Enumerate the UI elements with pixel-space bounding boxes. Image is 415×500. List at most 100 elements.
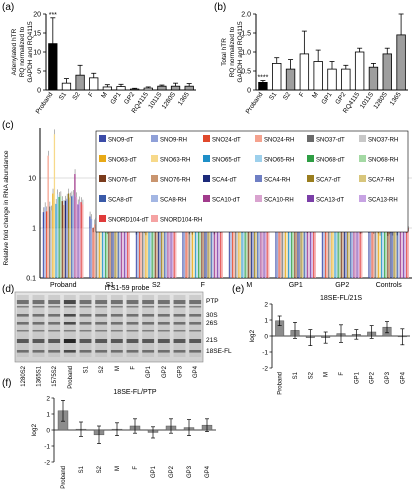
- legend-swatch: [99, 195, 106, 202]
- blot-band: [48, 300, 61, 304]
- bar-base: [401, 228, 403, 278]
- x-tick-label: GP3: [385, 371, 391, 384]
- bar-base: [335, 228, 338, 278]
- lane-smear: [173, 295, 186, 357]
- panel-label-a: (a): [2, 2, 14, 13]
- x-tick-label: Proband: [278, 372, 284, 395]
- blot-band: [126, 322, 139, 325]
- bar-base: [228, 228, 231, 278]
- x-tick-label: S1: [58, 91, 69, 102]
- bar: [56, 194, 59, 228]
- bar-base: [53, 228, 56, 278]
- bar-base: [204, 228, 206, 278]
- blot-band: [48, 350, 61, 353]
- blot-band: [32, 306, 45, 308]
- bar: [55, 203, 57, 228]
- bar: [58, 196, 60, 228]
- y-tick-label: 0.5: [241, 69, 251, 76]
- band-label: 26S: [206, 320, 218, 327]
- chart-a: Adenylated hTR RQ normalized to GAPDH and …: [11, 12, 196, 115]
- bar-base: [257, 228, 259, 278]
- lane-smear: [126, 295, 139, 357]
- bar-base: [242, 228, 245, 278]
- x-tick-label: GP2: [169, 465, 175, 478]
- group-label: GP2: [335, 282, 349, 289]
- legend-label: SCA7-dT: [316, 178, 341, 184]
- blot-band: [110, 350, 123, 353]
- lane-smear: [48, 295, 61, 357]
- blot-band: [95, 314, 108, 317]
- y-tick-label: 1.5: [241, 31, 251, 38]
- bar-base: [385, 228, 387, 278]
- bar-base: [42, 228, 45, 278]
- bar-base: [63, 228, 65, 278]
- blot-band: [157, 314, 170, 317]
- bar: [61, 82, 72, 91]
- bar-base: [159, 228, 161, 278]
- blot-band: [79, 322, 92, 325]
- bar-base: [328, 228, 330, 278]
- bar-base: [220, 228, 222, 278]
- bar-base: [209, 228, 211, 278]
- bar-base: [284, 228, 287, 278]
- bar-base: [66, 228, 68, 278]
- blot-band: [173, 306, 186, 308]
- bar-base: [276, 228, 279, 278]
- bar-base: [89, 228, 91, 278]
- panel-label-e: (e): [232, 284, 244, 295]
- bar-base: [171, 228, 174, 278]
- bar-base: [162, 228, 164, 278]
- bar-base: [56, 228, 59, 278]
- bar-base: [250, 228, 253, 278]
- bar-base: [396, 228, 398, 278]
- bar-base: [340, 228, 342, 278]
- x-tick-label: 1280S: [161, 91, 178, 111]
- bar-base: [109, 228, 112, 278]
- bar-base: [128, 228, 130, 278]
- legend-swatch: [359, 175, 366, 182]
- blot-band: [126, 339, 139, 343]
- bar-base: [119, 228, 121, 278]
- legend-swatch: [359, 135, 366, 142]
- bar-base: [357, 228, 360, 278]
- bar-base: [302, 228, 304, 278]
- bar-base: [252, 228, 254, 278]
- bar-base: [194, 228, 197, 278]
- bar-base: [116, 228, 118, 278]
- blot-band: [63, 306, 76, 308]
- blot-band: [189, 314, 202, 317]
- bar-base: [125, 228, 127, 278]
- bar: [368, 66, 379, 91]
- blot-band: [110, 300, 123, 304]
- x-tick-label: F: [87, 91, 95, 98]
- lane-label: S1: [84, 365, 90, 373]
- blot-band: [142, 314, 155, 317]
- x-tick-label: F: [298, 91, 306, 98]
- lane-label: GP4: [193, 365, 199, 378]
- bar-base: [298, 228, 301, 278]
- bar: [72, 194, 74, 228]
- bar-base: [329, 228, 331, 278]
- legend-swatch: [307, 195, 314, 202]
- bar: [63, 205, 65, 228]
- chart-e: 18SE-FL/21S log2 -2 -1 0 1 2 Proband S1 S2 M F GP1 GP…: [249, 295, 410, 395]
- blot-band: [110, 330, 123, 332]
- bar-base: [193, 228, 195, 278]
- legend-label: SNO68-RH: [368, 158, 398, 164]
- blot-band: [32, 350, 45, 353]
- bar-base: [361, 228, 363, 278]
- lane-smear: [63, 295, 76, 357]
- legend-swatch: [307, 155, 314, 162]
- bar-base: [373, 228, 375, 278]
- bar-base: [241, 228, 243, 278]
- bar-base: [321, 228, 324, 278]
- y-tick-label: 0: [46, 427, 50, 434]
- bar-base: [311, 228, 313, 278]
- y-axis-label: Total hTR: [221, 38, 228, 66]
- bar: [89, 216, 91, 228]
- bar-base: [258, 228, 260, 278]
- legend-box: [95, 130, 409, 233]
- bar-base: [138, 228, 141, 278]
- bar-base: [287, 228, 290, 278]
